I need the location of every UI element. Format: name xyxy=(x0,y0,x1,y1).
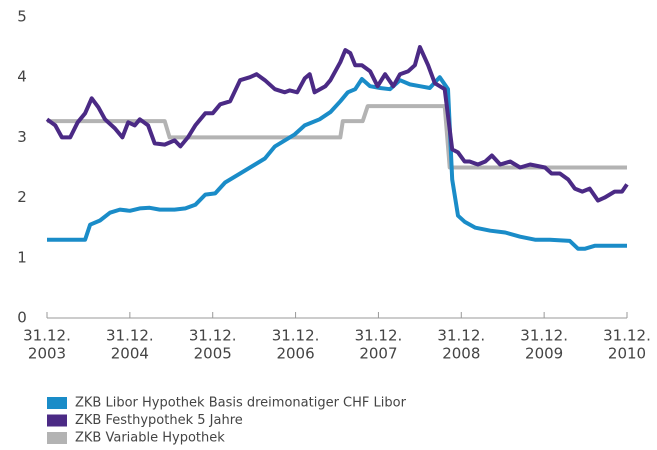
x-tick-label: 31.12. xyxy=(189,327,237,345)
x-tick-label: 2004 xyxy=(111,345,149,363)
x-tick-label: 2003 xyxy=(28,345,66,363)
x-tick-label: 2006 xyxy=(276,345,314,363)
x-tick-label: 2008 xyxy=(442,345,480,363)
x-tick-label: 31.12. xyxy=(106,327,154,345)
x-tick-label: 31.12. xyxy=(23,327,71,345)
x-tick-label: 2009 xyxy=(525,345,563,363)
legend-swatch xyxy=(47,432,67,444)
x-tick-label: 31.12. xyxy=(520,327,568,345)
x-tick-label: 2010 xyxy=(608,345,646,363)
y-tick-label: 1 xyxy=(17,248,27,266)
legend-label: ZKB Variable Hypothek xyxy=(75,431,225,446)
y-tick-label: 0 xyxy=(17,309,27,327)
y-tick-label: 2 xyxy=(17,188,27,206)
legend-swatch xyxy=(47,414,67,427)
line-series xyxy=(47,75,627,251)
y-tick-label: 4 xyxy=(17,68,27,86)
x-tick-label: 31.12. xyxy=(603,327,651,345)
x-tick-label: 2005 xyxy=(194,345,232,363)
x-tick-label: 31.12. xyxy=(355,327,403,345)
legend-label: ZKB Festhypothek 5 Jahre xyxy=(75,413,243,428)
line-series xyxy=(47,104,627,170)
legend-swatch xyxy=(47,397,67,409)
line-series xyxy=(45,45,629,203)
legend-label: ZKB Libor Hypothek Basis dreimonatiger C… xyxy=(75,396,407,411)
x-tick-label: 2007 xyxy=(359,345,397,363)
x-tick-label: 31.12. xyxy=(272,327,320,345)
y-tick-label: 5 xyxy=(17,8,27,26)
y-tick-label: 3 xyxy=(17,128,27,146)
x-tick-label: 31.12. xyxy=(437,327,485,345)
